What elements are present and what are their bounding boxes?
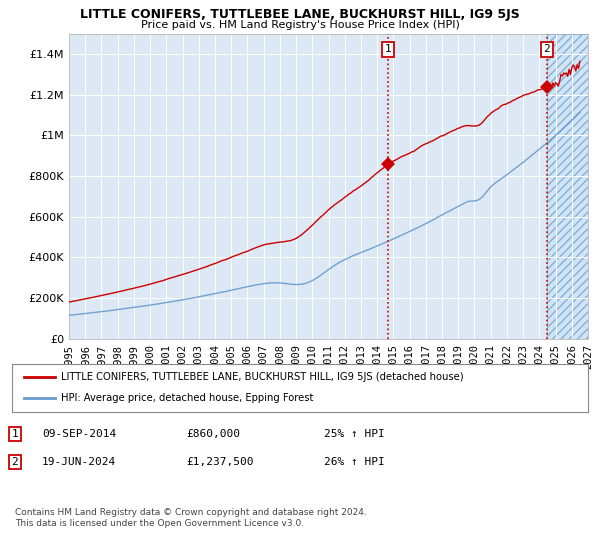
Text: Contains HM Land Registry data © Crown copyright and database right 2024.
This d: Contains HM Land Registry data © Crown c… [15, 508, 367, 528]
Bar [547, 34, 588, 339]
Text: HPI: Average price, detached house, Epping Forest: HPI: Average price, detached house, Eppi… [61, 393, 313, 403]
Text: 25% ↑ HPI: 25% ↑ HPI [324, 429, 385, 439]
Text: 1: 1 [11, 429, 19, 439]
Text: 2: 2 [11, 457, 19, 467]
Text: 1: 1 [385, 44, 392, 54]
Text: 26% ↑ HPI: 26% ↑ HPI [324, 457, 385, 467]
Text: £860,000: £860,000 [186, 429, 240, 439]
Text: 2: 2 [544, 44, 550, 54]
Text: Price paid vs. HM Land Registry's House Price Index (HPI): Price paid vs. HM Land Registry's House … [140, 20, 460, 30]
Text: 19-JUN-2024: 19-JUN-2024 [42, 457, 116, 467]
Text: LITTLE CONIFERS, TUTTLEBEE LANE, BUCKHURST HILL, IG9 5JS (detached house): LITTLE CONIFERS, TUTTLEBEE LANE, BUCKHUR… [61, 372, 464, 382]
Text: LITTLE CONIFERS, TUTTLEBEE LANE, BUCKHURST HILL, IG9 5JS: LITTLE CONIFERS, TUTTLEBEE LANE, BUCKHUR… [80, 8, 520, 21]
Text: £1,237,500: £1,237,500 [186, 457, 254, 467]
Text: 09-SEP-2014: 09-SEP-2014 [42, 429, 116, 439]
